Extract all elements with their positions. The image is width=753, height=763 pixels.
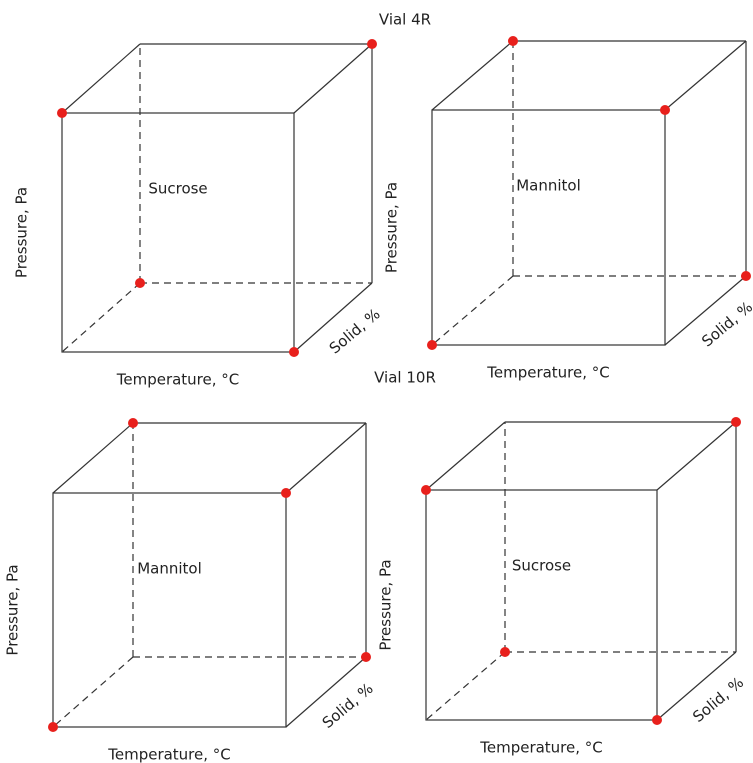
corner-dot [48,722,58,732]
z-axis-label: Solid, % [326,305,384,358]
hidden-edge [425,651,506,721]
corner-dot [367,39,377,49]
corner-dot [289,347,299,357]
cube-front [61,112,295,353]
cube-edge [431,40,514,111]
z-axis-label: Solid, % [689,673,747,726]
section-title: Vial 10R [374,369,436,387]
cube-edge [285,422,367,494]
section-title: Vial 4R [379,11,431,29]
z-axis-label: Solid, % [319,679,377,732]
hidden-edge [52,656,134,728]
cube-front [431,109,666,346]
corner-dot [128,418,138,428]
cube-edge [293,43,373,114]
cube-edge [285,656,367,728]
corner-dot [660,105,670,115]
z-axis-label: Solid, % [698,298,753,351]
cube-edge [656,421,737,491]
cube-edge [52,422,134,494]
cube-front [52,492,287,728]
corner-dot [508,36,518,46]
corner-dot [652,715,662,725]
x-axis-label: Temperature, °C [107,746,231,763]
corner-dot [427,340,437,350]
corner-dot [421,485,431,495]
y-axis-label: Pressure, Pa [383,182,401,273]
y-axis-label: Pressure, Pa [377,559,395,650]
corner-dot [281,488,291,498]
cube-label: Sucrose [512,557,571,575]
y-axis-label: Pressure, Pa [13,187,31,278]
hidden-edge [61,282,141,353]
cube-edge [425,421,506,491]
cube-label: Sucrose [148,180,207,198]
y-axis-label: Pressure, Pa [4,564,22,655]
corner-dot [731,417,741,427]
cube-edge [656,651,737,721]
cube-label: Mannitol [516,177,581,195]
cube-edge [664,40,747,111]
hidden-edge [431,275,514,346]
cube-label: Mannitol [137,560,202,578]
cube-front [425,489,658,721]
x-axis-label: Temperature, °C [486,364,610,382]
cube-edge [61,43,141,114]
x-axis-label: Temperature, °C [479,739,603,757]
corner-dot [361,652,371,662]
x-axis-label: Temperature, °C [116,371,240,389]
corner-dot [135,278,145,288]
corner-dot [57,108,67,118]
corner-dot [500,647,510,657]
cube-edge [664,275,747,346]
corner-dot [741,271,751,281]
cube-edge [293,282,373,353]
